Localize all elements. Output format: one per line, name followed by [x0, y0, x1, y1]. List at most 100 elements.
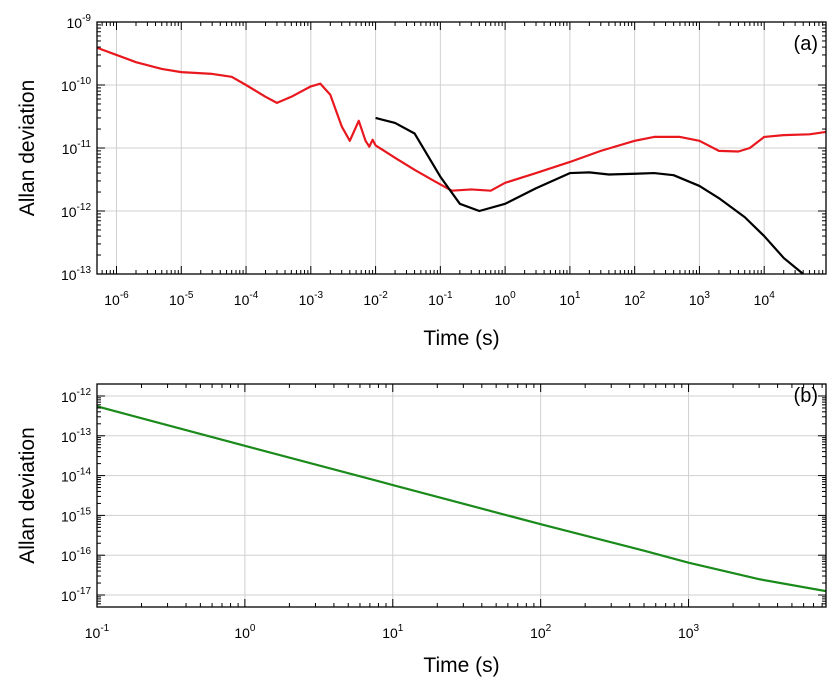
panel-b-grid: [96, 384, 826, 607]
panel-b-y-tick-label: 10-17: [61, 586, 91, 604]
panel-b-y-tick-base: 10: [61, 548, 77, 564]
panel-a-x-tick-exp: -2: [379, 290, 388, 301]
panel-b-series: [97, 405, 826, 593]
panel-a-x-tick-base: 10: [428, 292, 444, 308]
panel-a-series-line-1: [97, 46, 826, 192]
panel-a-series: [97, 46, 826, 274]
panel-b-y-tick-base: 10: [61, 429, 77, 445]
panel-a-x-tick-base: 10: [363, 292, 379, 308]
panel-a-x-tick-label: 10-5: [169, 290, 194, 308]
panel-a-y-tick-base: 10: [62, 141, 78, 157]
panel-a-y-tick-exp: -13: [77, 265, 92, 276]
panel-b: 10-1 100 101 102 10310-1710-1610-1510-1410-1…: [16, 383, 827, 677]
panel-a-x-tick-label: 10-1: [428, 290, 453, 308]
panel-a-x-tick-exp: 2: [640, 290, 646, 301]
panel-b-y-tick-label: 10-14: [61, 467, 91, 485]
panel-a-x-tick-exp: -3: [314, 290, 323, 301]
panel-a-y-tick-label: 10-11: [62, 139, 92, 157]
panel-a-y-axis-title: Allan deviation: [16, 80, 39, 217]
panel-b-series-line-1: [97, 405, 826, 593]
panel-b-y-tick-base: 10: [61, 508, 77, 524]
panel-a-y-tick-exp: -9: [82, 13, 91, 24]
panel-b-x-tick-exp: 0: [250, 623, 256, 634]
panel-b-x-tick-exp: 2: [546, 623, 552, 634]
panel-a-grid: [97, 21, 826, 275]
panel-a-y-tick-base: 10: [61, 204, 77, 220]
panel-a-y-tick-exp: -12: [77, 202, 92, 213]
panel-a-x-tick-exp: 4: [769, 290, 775, 301]
panel-a-x-tick-label: 103: [689, 290, 711, 308]
panel-a-y-tick-base: 10: [61, 78, 77, 94]
panel-b-y-tick-label: 10-12: [61, 387, 91, 405]
panel-a-series-line-2: [375, 116, 804, 274]
panel-b-y-tick-exp: -13: [77, 427, 92, 438]
panel-a-ticks: [97, 21, 826, 275]
panel-b-x-tick-label: 10-1: [85, 623, 110, 641]
panel-a-x-tick-exp: -5: [185, 290, 194, 301]
panel-a-tag: (a): [794, 33, 818, 55]
panel-a-x-tick-exp: -1: [444, 290, 453, 301]
panel-b-y-tick-exp: -14: [77, 467, 92, 478]
panel-b-x-tick-base: 10: [234, 625, 250, 641]
panel-b-y-tick-base: 10: [61, 469, 77, 485]
panel-b-ticks: [96, 384, 826, 607]
panel-b-y-tick-label: 10-15: [61, 506, 91, 524]
panel-a-x-tick-label: 101: [559, 290, 581, 308]
panel-b-y-axis-title: Allan deviation: [16, 427, 39, 564]
panel-a-x-tick-base: 10: [169, 292, 185, 308]
panel-a-x-tick-base: 10: [689, 292, 705, 308]
panel-b-y-tick-label: 10-16: [61, 546, 91, 564]
panel-b-x-tick-exp: 1: [398, 623, 404, 634]
panel-a-y-tick-label: 10-12: [61, 202, 91, 220]
panel-a: 10-6 10-5 10-4 10-3 10-2 10-1 100 101 102 103 1041…: [16, 13, 827, 350]
panel-b-y-tick-label: 10-13: [61, 427, 91, 445]
panel-b-x-tick-base: 10: [678, 625, 694, 641]
panel-a-tick-labels: 10-6 10-5 10-4 10-3 10-2 10-1 100 101 102 103 1041…: [61, 13, 775, 308]
panel-a-x-tick-label: 10-3: [299, 290, 324, 308]
panel-a-x-tick-exp: -6: [120, 290, 129, 301]
panel-a-y-tick-exp: -10: [77, 76, 92, 87]
panel-b-x-tick-label: 100: [234, 623, 256, 641]
panel-b-y-tick-exp: -12: [77, 387, 92, 398]
panel-a-y-tick-base: 10: [67, 15, 83, 31]
panel-b-y-tick-exp: -15: [77, 506, 92, 517]
panel-a-y-tick-exp: -11: [77, 139, 91, 150]
panel-b-x-tick-base: 10: [530, 625, 546, 641]
panel-b-tick-labels: 10-1 100 101 102 10310-1710-1610-1510-1410-1…: [61, 387, 700, 641]
panel-a-x-tick-base: 10: [754, 292, 770, 308]
panel-b-tag: (b): [794, 385, 818, 407]
panel-a-x-tick-exp: 1: [575, 290, 581, 301]
panel-a-y-tick-label: 10-10: [61, 76, 91, 94]
panel-a-x-tick-base: 10: [495, 292, 511, 308]
panel-a-x-axis-title: Time (s): [423, 327, 499, 350]
panel-b-x-tick-exp: -1: [100, 623, 109, 634]
panel-a-x-tick-base: 10: [559, 292, 575, 308]
panel-a-x-tick-label: 10-2: [363, 290, 388, 308]
panel-a-x-tick-base: 10: [624, 292, 640, 308]
panel-a-y-tick-label: 10-13: [61, 265, 91, 283]
panel-b-x-axis-title: Time (s): [423, 654, 499, 677]
panel-b-x-tick-base: 10: [85, 625, 101, 641]
panel-a-x-tick-base: 10: [299, 292, 315, 308]
panel-b-y-tick-base: 10: [61, 588, 77, 604]
panel-a-x-tick-label: 104: [754, 290, 776, 308]
panel-a-x-tick-exp: -4: [249, 290, 258, 301]
panel-b-frame: [96, 383, 827, 608]
panel-a-x-tick-exp: 0: [510, 290, 516, 301]
panel-a-x-tick-base: 10: [104, 292, 120, 308]
panel-b-x-tick-label: 101: [382, 623, 404, 641]
panel-a-x-tick-label: 102: [624, 290, 646, 308]
panel-a-x-tick-exp: 3: [704, 290, 710, 301]
panel-b-x-tick-exp: 3: [694, 623, 700, 634]
panel-b-x-tick-label: 102: [530, 623, 552, 641]
panel-b-y-tick-exp: -17: [77, 586, 92, 597]
panel-a-y-tick-base: 10: [61, 267, 77, 283]
panel-b-y-tick-base: 10: [61, 389, 77, 405]
panel-b-x-tick-label: 103: [678, 623, 700, 641]
panel-b-y-tick-exp: -16: [77, 546, 92, 557]
panel-a-y-tick-label: 10-9: [67, 13, 92, 31]
panel-a-x-tick-base: 10: [234, 292, 250, 308]
panel-a-x-tick-label: 100: [495, 290, 517, 308]
panel-a-x-tick-label: 10-4: [234, 290, 259, 308]
